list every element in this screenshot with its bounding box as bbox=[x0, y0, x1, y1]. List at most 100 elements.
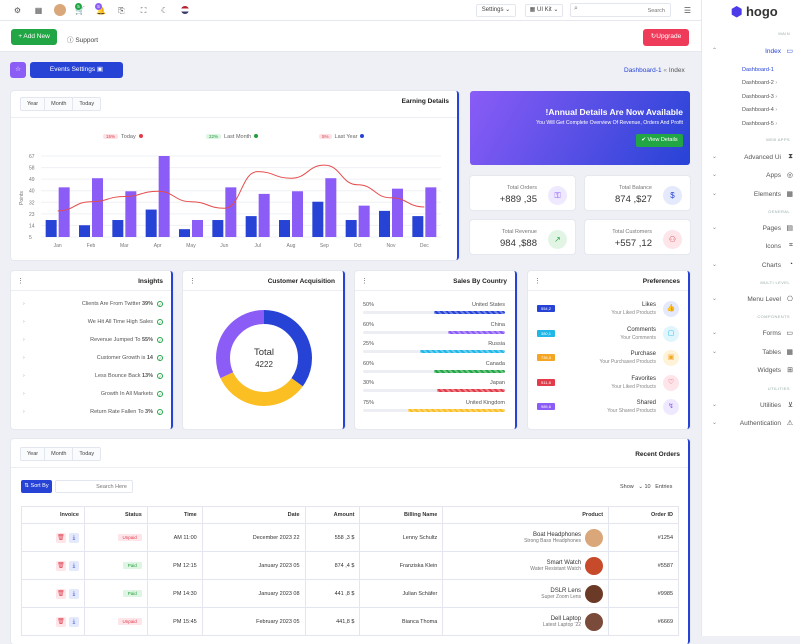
sidebar-item-authentication[interactable]: ⌄ Authentication ⚠ bbox=[702, 418, 800, 430]
settings-dropdown[interactable]: Settings ⌄ bbox=[476, 4, 516, 17]
calendar-icon: ▣ bbox=[96, 66, 104, 73]
delete-icon[interactable]: 🗑 bbox=[55, 560, 66, 571]
search-input[interactable] bbox=[579, 5, 665, 16]
sidebar-item-elements[interactable]: ⌄ Elements ▦ bbox=[702, 189, 800, 201]
more-icon[interactable]: ⋮ bbox=[17, 278, 24, 285]
add-new-button[interactable]: + Add New bbox=[11, 29, 57, 45]
column-header[interactable]: Order ID bbox=[608, 506, 679, 524]
sidebar-item-widgets[interactable]: Widgets ⊞ bbox=[702, 365, 800, 377]
preference-item[interactable]: 511,8 Favorites Your Liked Products ♡ bbox=[528, 373, 687, 397]
delete-icon[interactable]: 🗑 bbox=[55, 588, 66, 599]
preference-item[interactable]: 380,1 Comments Your Comments ▢ bbox=[528, 324, 687, 348]
preference-item[interactable]: 985,6 Shared Your Shared Products ↯ bbox=[528, 397, 687, 421]
bell-icon[interactable]: 🔔 bbox=[96, 6, 106, 15]
more-icon[interactable]: ⋮ bbox=[361, 278, 368, 285]
insight-text: Clients Are From Twitter 39% bbox=[23, 301, 153, 307]
gear-icon[interactable]: ⚙ bbox=[13, 6, 22, 15]
column-header[interactable]: Amount bbox=[304, 506, 361, 524]
bar bbox=[92, 178, 103, 237]
table-row[interactable]: 🗑 ⤓ Unpaid AM 11:00 December 2023 22 558 ,3 $… bbox=[21, 523, 679, 552]
sidebar-item-icons[interactable]: Icons ⌗ bbox=[702, 241, 800, 253]
donut-center-value: 4222 bbox=[255, 360, 273, 369]
preference-item[interactable]: 735,5 Purchase Your Purchased Products ▣ bbox=[528, 348, 687, 372]
sidebar-item-charts[interactable]: ⌄ Charts ◔ bbox=[702, 260, 800, 272]
download-icon[interactable]: ⤓ bbox=[68, 532, 79, 543]
upgrade-button[interactable]: ↻Upgrade bbox=[643, 29, 689, 46]
sidebar-item-menu-level[interactable]: ⌄ Menu Level ⎔ bbox=[702, 294, 800, 306]
more-icon[interactable]: ⋮ bbox=[189, 278, 196, 285]
sort-by-button[interactable]: ⇅ Sort By bbox=[21, 480, 52, 493]
insight-item[interactable]: › Revenue Jumped To 55% ✓ bbox=[11, 337, 173, 347]
sidebar-item-index[interactable]: ⌃ Index ▭ bbox=[702, 46, 800, 58]
tab-month[interactable]: Month bbox=[45, 448, 74, 460]
bar bbox=[192, 220, 203, 237]
table-row[interactable]: 🗑 ⤓ Unpaid PM 15:45 February 2023 05 441,8 $ B… bbox=[21, 607, 679, 636]
sidebar-item-tables[interactable]: ⌄ Tables ▦ bbox=[702, 347, 800, 359]
uikit-dropdown[interactable]: ▦ UI Kit ⌄ bbox=[525, 4, 563, 17]
section-utilities: UTILITIES bbox=[767, 386, 790, 391]
tab-month[interactable]: Month bbox=[45, 98, 74, 110]
delete-icon[interactable]: 🗑 bbox=[55, 616, 66, 627]
entries-select[interactable]: 10 bbox=[644, 484, 651, 490]
column-header[interactable]: Product bbox=[442, 506, 610, 524]
tab-year[interactable]: Year bbox=[21, 98, 46, 110]
sidebar-subitem-dashboard-2[interactable]: Dashboard-2 › bbox=[742, 80, 777, 86]
search-box[interactable]: ⌕ bbox=[570, 3, 671, 17]
sidebar-subitem-dashboard-5[interactable]: Dashboard-5 › bbox=[742, 121, 777, 127]
order-id-cell: #6669 bbox=[608, 607, 679, 636]
table-row[interactable]: 🗑 ⤓ Paid PM 14:30 January 2023 08 441 ,8 $ Jul… bbox=[21, 579, 679, 608]
table-icon: ▦ bbox=[786, 349, 793, 356]
breadcrumb-parent[interactable]: Dashboard-1 bbox=[624, 67, 662, 74]
star-button[interactable]: ☆ bbox=[10, 62, 26, 78]
insight-item[interactable]: › Growth In All Markets ✓ bbox=[11, 391, 173, 401]
download-icon[interactable]: ⤓ bbox=[68, 616, 79, 627]
sidebar-item-pages[interactable]: ⌄ Pages ▤ bbox=[702, 223, 800, 235]
column-header[interactable]: Date bbox=[201, 506, 306, 524]
view-details-button[interactable]: ✔ View Details bbox=[636, 134, 683, 147]
moon-icon[interactable]: ☾ bbox=[160, 6, 169, 15]
insight-item[interactable]: › Customer Growth is 14 ✓ bbox=[11, 355, 173, 365]
clipboard-icon[interactable]: ⎘ bbox=[118, 6, 125, 15]
sidebar-item-forms[interactable]: ⌄ Forms ▭ bbox=[702, 328, 800, 340]
sidebar-subitem-dashboard-4[interactable]: Dashboard-4 › bbox=[742, 107, 777, 113]
orders-search-input[interactable] bbox=[55, 480, 133, 493]
sidebar-subitem-dashboard-1[interactable]: Dashboard-1 bbox=[742, 67, 774, 73]
sidebar-item-advanced-ui[interactable]: ⌄ Advanced Ui ⧗ bbox=[702, 152, 800, 164]
cart-icon[interactable]: 🛒 bbox=[75, 6, 85, 15]
support-link[interactable]: ⓘ Support bbox=[67, 34, 98, 44]
delete-icon[interactable]: 🗑 bbox=[55, 532, 66, 543]
insight-item[interactable]: › Return Rate Fallen To 3% ✓ bbox=[11, 409, 173, 419]
insight-item[interactable]: › We Hit All Time High Sales ✓ bbox=[11, 319, 173, 329]
insight-text: Growth In All Markets bbox=[23, 391, 153, 397]
tab-today[interactable]: Today bbox=[79, 451, 95, 457]
insight-item[interactable]: › Less Bounce Back 13% ✓ bbox=[11, 373, 173, 383]
action-bar: + Add New ⓘ Support ↻Upgrade bbox=[0, 21, 701, 52]
insight-value: 55% bbox=[141, 337, 153, 343]
tab-today[interactable]: Today bbox=[79, 101, 95, 107]
sort-by-label: Sort By bbox=[30, 483, 49, 489]
insight-value: 3% bbox=[145, 409, 153, 415]
column-header[interactable]: Billing Name bbox=[359, 506, 444, 524]
bar bbox=[392, 188, 403, 237]
column-header[interactable]: Time bbox=[146, 506, 203, 524]
expand-icon[interactable]: ⛶ bbox=[140, 6, 147, 15]
menu-toggle-icon[interactable]: ☰ bbox=[683, 6, 692, 15]
column-header[interactable]: Invoice bbox=[21, 506, 85, 524]
download-icon[interactable]: ⤓ bbox=[68, 560, 79, 571]
download-icon[interactable]: ⤓ bbox=[68, 588, 79, 599]
avatar[interactable] bbox=[54, 4, 66, 16]
sidebar-item-utilities[interactable]: ⌄ Utilities ⊻ bbox=[702, 400, 800, 412]
grid-icon[interactable]: ▦ bbox=[34, 6, 43, 15]
flag-icon[interactable] bbox=[181, 6, 189, 14]
insight-item[interactable]: › Clients Are From Twitter 39% ✓ bbox=[11, 301, 173, 311]
column-header[interactable]: Status bbox=[83, 506, 148, 524]
sidebar-subitem-dashboard-3[interactable]: Dashboard-3 › bbox=[742, 94, 777, 100]
tab-year[interactable]: Year bbox=[21, 448, 46, 460]
brand-logo[interactable]: ⬢ hogo bbox=[731, 4, 778, 20]
preference-item[interactable]: 554,2 Likes Your Liked Products 👍 bbox=[528, 299, 687, 323]
events-settings-button[interactable]: Events Settings ▣ bbox=[30, 62, 123, 78]
more-icon[interactable]: ⋮ bbox=[534, 278, 541, 285]
sidebar-item-apps[interactable]: ⌄ Apps ◎ bbox=[702, 170, 800, 182]
chevron-icon: ⌄ bbox=[712, 191, 718, 197]
table-row[interactable]: 🗑 ⤓ Paid PM 12:15 January 2023 05 874 ,4 $ Fra… bbox=[21, 551, 679, 580]
